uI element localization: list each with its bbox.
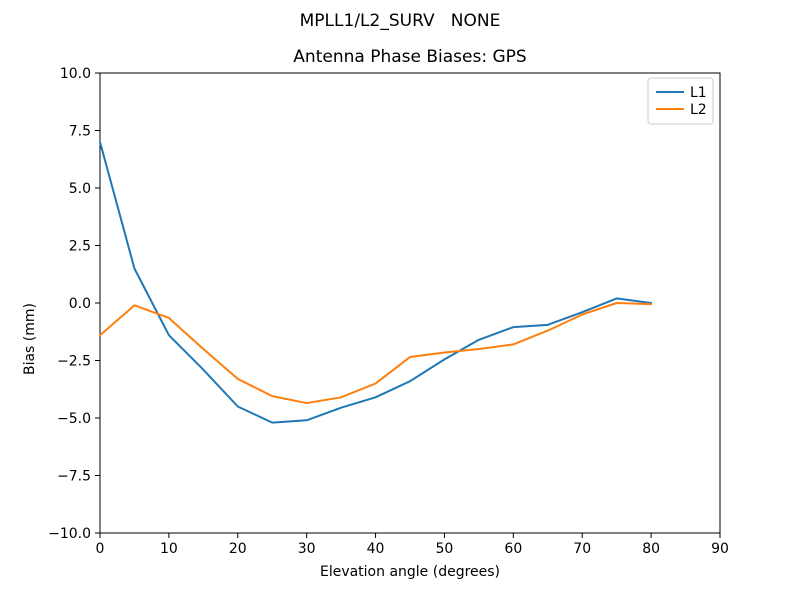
series-line-l2: [99, 302, 653, 405]
x-tick-label: 10: [160, 541, 178, 557]
y-tick-label: −2.5: [57, 354, 91, 370]
x-tick-label: 40: [367, 541, 385, 557]
y-tick-label: −10.0: [48, 526, 91, 542]
x-tick-label: 20: [229, 541, 247, 557]
y-tick-label: 0.0: [69, 296, 91, 312]
x-tick-label: 60: [504, 541, 522, 557]
x-tick-label: 70: [573, 541, 591, 557]
y-tick-label: 7.5: [69, 124, 91, 140]
x-tick-label: 0: [96, 541, 105, 557]
x-tick-label: 80: [642, 541, 660, 557]
y-tick-label: 10.0: [60, 66, 91, 82]
y-tick-label: 5.0: [69, 181, 91, 197]
legend-label-l2: L2: [690, 102, 707, 118]
chart-title: Antenna Phase Biases: GPS: [293, 47, 527, 67]
legend-label-l1: L1: [690, 85, 707, 101]
y-tick-label: −7.5: [57, 469, 91, 485]
legend-box: [647, 77, 714, 125]
series-line-l1: [99, 141, 653, 424]
x-tick-label: 30: [298, 541, 316, 557]
y-tick-label: −5.0: [57, 411, 91, 427]
x-axis-label: Elevation angle (degrees): [319, 564, 501, 580]
y-tick-label: 2.5: [69, 239, 91, 255]
x-tick-label: 90: [711, 541, 729, 557]
y-axis-label-text: Bias (mm): [22, 303, 38, 376]
figure-suptitle: MPLL1/L2_SURV NONE: [299, 11, 501, 31]
x-tick-label: 50: [436, 541, 454, 557]
